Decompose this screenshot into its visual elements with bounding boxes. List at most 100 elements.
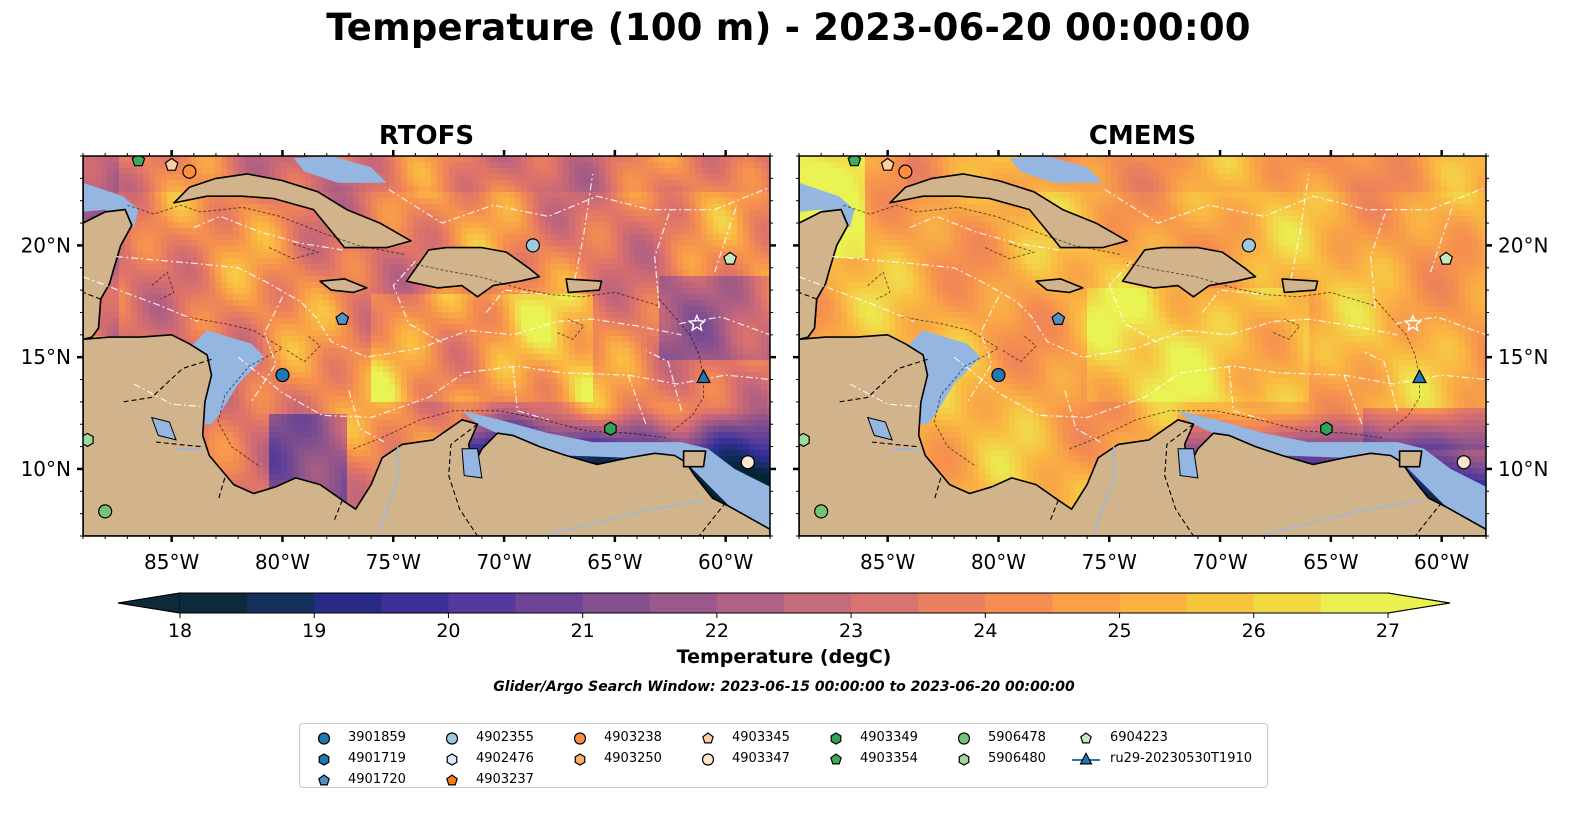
lon-tick-label: 85°W <box>860 550 915 574</box>
colorbar-segment <box>1119 593 1188 613</box>
colorbar-tick-label: 19 <box>302 620 326 642</box>
marker-5906480[interactable] <box>798 432 810 448</box>
legend-swatch[interactable] <box>446 752 458 766</box>
colorbar-tick-label: 21 <box>571 620 595 642</box>
legend-label: 4903349 <box>860 730 918 745</box>
marker-5906478[interactable] <box>814 504 829 519</box>
marker-5906480[interactable] <box>82 432 94 448</box>
marker-4903349[interactable] <box>1320 421 1333 436</box>
marker-4902355[interactable] <box>1241 238 1256 253</box>
legend-swatch[interactable] <box>830 731 842 745</box>
legend-swatch[interactable] <box>701 752 715 766</box>
legend-swatch[interactable] <box>702 731 714 743</box>
map-panel-cmems[interactable]: 85°W 80°W 75°W 70°W 65°W 60°W 20°N 15°N 10°N <box>793 150 1548 574</box>
legend-label: 4902355 <box>476 730 534 745</box>
marker-4903347[interactable] <box>1456 455 1471 470</box>
legend-swatch[interactable] <box>445 731 459 745</box>
marker-4903347[interactable] <box>740 455 755 470</box>
legend-item[interactable]: 4902476 <box>436 748 534 769</box>
legend-item[interactable]: 4903237 <box>436 769 534 790</box>
colorbar-segment <box>381 593 450 613</box>
marker-3901859[interactable] <box>991 367 1006 383</box>
panel-title-rtofs: RTOFS <box>378 121 475 151</box>
legend-swatch[interactable] <box>574 752 586 766</box>
colorbar-segment <box>649 593 718 613</box>
star-marker[interactable] <box>687 313 707 332</box>
map-frame <box>82 155 771 537</box>
circle-marker-icon <box>573 731 587 745</box>
marker-4903345[interactable] <box>880 157 895 171</box>
marker-ru29-20230530T1910[interactable] <box>1412 368 1427 384</box>
legend-swatch[interactable] <box>446 773 458 785</box>
marker-3901859[interactable] <box>275 367 290 383</box>
lat-tick-label: 20°N <box>21 233 71 257</box>
legend-swatch[interactable] <box>957 731 971 745</box>
colorbar-segment <box>1320 593 1389 613</box>
colorbar-segment <box>180 593 248 613</box>
marker-4903354[interactable] <box>847 154 862 167</box>
pentagon-marker-icon <box>830 752 842 764</box>
legend-swatch[interactable] <box>318 752 330 766</box>
legend-item[interactable]: 5906478 <box>948 727 1046 748</box>
marker-4903345[interactable] <box>164 157 179 171</box>
marker-4901720[interactable] <box>335 311 350 325</box>
legend-item[interactable]: 4903349 <box>820 727 918 748</box>
colorbar-tick-label: 20 <box>436 620 460 642</box>
land <box>83 156 770 536</box>
legend-item[interactable]: 4903238 <box>564 727 662 748</box>
legend-item[interactable]: 3901859 <box>308 727 406 748</box>
legend-item[interactable]: 4902355 <box>436 727 534 748</box>
legend-label: 4903345 <box>732 730 790 745</box>
legend-column: 5906478 5906480 <box>948 727 1046 769</box>
legend-label: 4903238 <box>604 730 662 745</box>
legend-item[interactable]: 4903250 <box>564 748 662 769</box>
legend-label: ru29-20230530T1910 <box>1110 751 1253 766</box>
map-panel-rtofs[interactable]: 85°W 80°W 75°W 70°W 65°W 60°W 20°N 15°N 10°N <box>21 150 776 574</box>
legend-swatch[interactable] <box>958 752 970 766</box>
shallow-water <box>189 330 265 425</box>
marker-4903354[interactable] <box>131 154 146 167</box>
legend-item[interactable]: 4901719 <box>308 748 406 769</box>
lon-tick-label: 65°W <box>587 550 642 574</box>
hexagon-marker-icon <box>830 731 842 745</box>
legend-swatch[interactable] <box>1079 751 1093 764</box>
legend-item[interactable]: 4903354 <box>820 748 918 769</box>
legend-item[interactable]: 4901720 <box>308 769 406 790</box>
legend-label: 4903237 <box>476 772 534 787</box>
marker-ru29-20230530T1910[interactable] <box>696 368 711 384</box>
legend-column: 4903238 4903250 <box>564 727 662 769</box>
pentagon-marker-icon <box>318 773 330 785</box>
legend-item[interactable]: ru29-20230530T1910 <box>1070 748 1252 769</box>
colorbar-under-arrow <box>117 592 181 614</box>
legend-column: 4903345 4903347 <box>692 727 790 769</box>
star-marker[interactable] <box>1403 313 1423 332</box>
marker-4902355[interactable] <box>525 238 540 253</box>
legend-swatch[interactable] <box>1080 731 1092 743</box>
circle-marker-icon <box>701 752 715 766</box>
marker-6904223[interactable] <box>1439 251 1454 265</box>
legend-swatch[interactable] <box>318 773 330 785</box>
legend-swatch[interactable] <box>317 731 331 745</box>
legend-swatch[interactable] <box>573 731 587 745</box>
colorbar-tick-label: 26 <box>1242 620 1266 642</box>
marker-4903238[interactable] <box>898 164 913 179</box>
lon-tick-label: 85°W <box>144 550 199 574</box>
marker-5906478[interactable] <box>98 504 113 519</box>
legend: 3901859 4901719 4901720 4902355 4902476 49032… <box>299 723 1268 788</box>
colorbar-label: Temperature (degC) <box>676 646 892 668</box>
legend-item[interactable]: 4903347 <box>692 748 790 769</box>
marker-4903349[interactable] <box>604 421 617 436</box>
colorbar-segment <box>918 593 986 613</box>
legend-column: 3901859 4901719 4901720 <box>308 727 406 790</box>
marker-4901720[interactable] <box>1051 311 1066 325</box>
lon-tick-label: 65°W <box>1303 550 1358 574</box>
marker-6904223[interactable] <box>723 251 738 265</box>
legend-item[interactable]: 5906480 <box>948 748 1046 769</box>
lon-tick-label: 60°W <box>698 550 753 574</box>
hexagon-marker-icon <box>958 752 970 766</box>
legend-item[interactable]: 4903345 <box>692 727 790 748</box>
marker-4903238[interactable] <box>182 164 197 179</box>
legend-item[interactable]: 6904223 <box>1070 727 1252 748</box>
legend-label: 5906480 <box>988 751 1046 766</box>
legend-swatch[interactable] <box>830 752 842 764</box>
